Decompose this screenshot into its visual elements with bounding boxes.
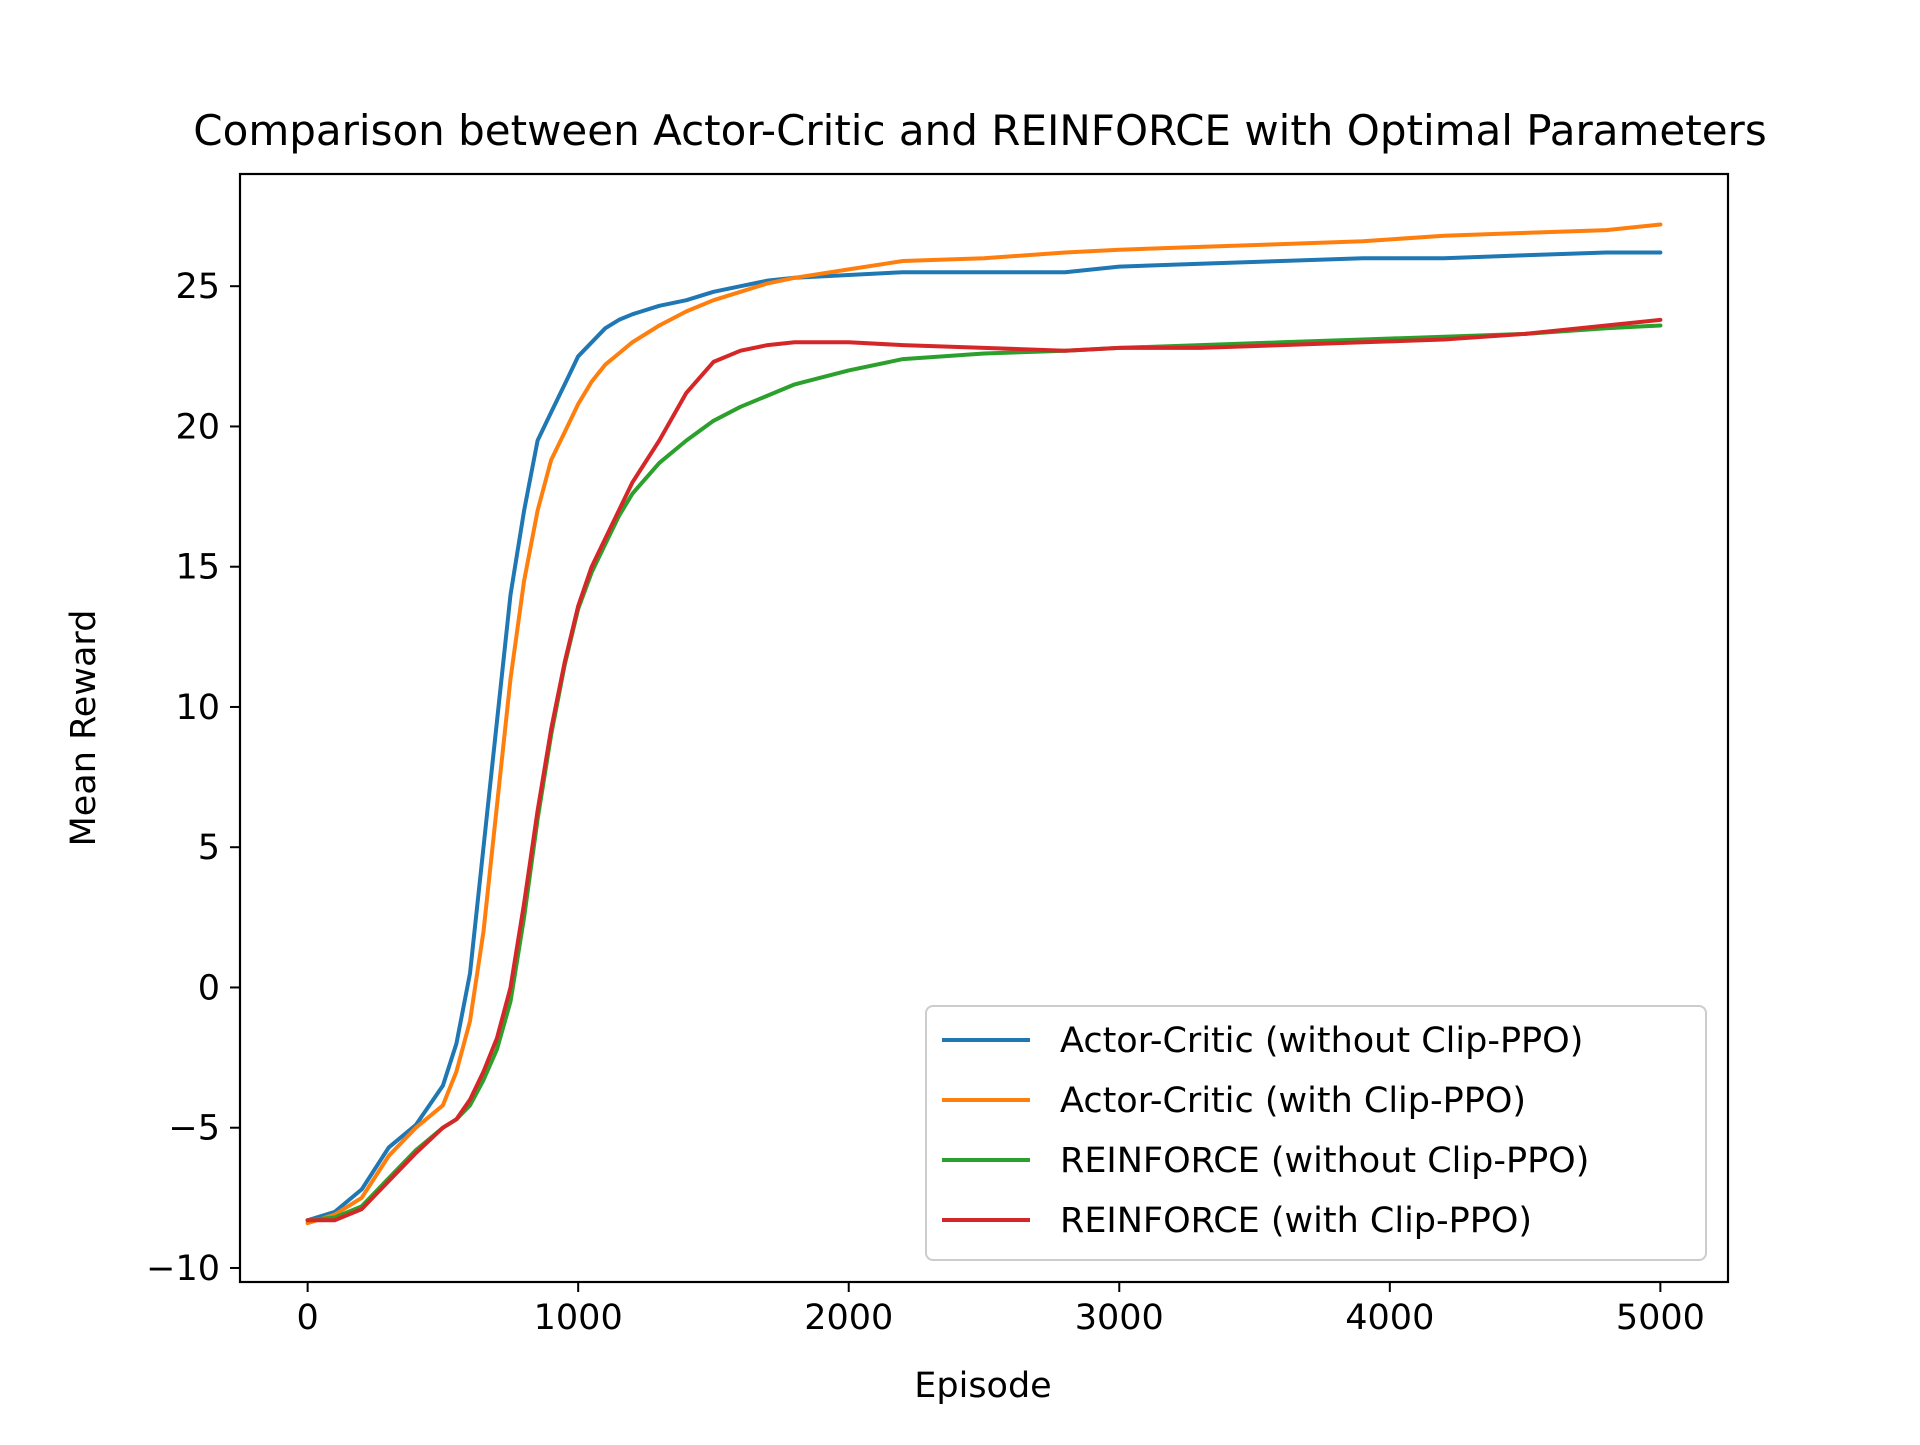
chart-title: Comparison between Actor-Critic and REIN… — [193, 106, 1766, 155]
legend: Actor-Critic (without Clip-PPO) Actor-Cri… — [925, 1005, 1707, 1261]
y-tick-label: 5 — [198, 828, 220, 868]
legend-label: Actor-Critic (with Clip-PPO) — [1060, 1081, 1526, 1121]
y-axis-label: Mean Reward — [64, 610, 104, 847]
y-tick-label: 15 — [175, 548, 220, 588]
plot-frame — [238, 172, 1730, 1284]
series-line-4 — [305, 317, 1663, 1223]
legend-label: REINFORCE (without Clip-PPO) — [1060, 1141, 1589, 1181]
y-tick-label: −10 — [146, 1249, 220, 1289]
y-tick-label: 0 — [198, 968, 220, 1008]
x-tick-label: 2000 — [804, 1298, 893, 1338]
y-tick-label: 20 — [175, 407, 220, 447]
x-tick-label: 1000 — [534, 1298, 623, 1338]
x-tick-label: 5000 — [1616, 1298, 1705, 1338]
x-axis-ticks: 0 1000 2000 3000 4000 5000 — [296, 1282, 1705, 1338]
x-axis-label: Episode — [914, 1366, 1051, 1406]
y-axis-ticks: −10 −5 0 5 10 15 20 25 — [146, 267, 240, 1289]
legend-label: Actor-Critic (without Clip-PPO) — [1060, 1021, 1583, 1061]
x-tick-label: 0 — [296, 1298, 318, 1338]
y-tick-label: 25 — [175, 267, 220, 307]
x-tick-label: 4000 — [1345, 1298, 1434, 1338]
series-line-1 — [305, 250, 1663, 1223]
legend-frame — [925, 1005, 1707, 1261]
series-lines — [305, 222, 1663, 1226]
y-tick-label: −5 — [168, 1109, 220, 1149]
y-tick-label: 10 — [175, 688, 220, 728]
series-line-2 — [305, 222, 1663, 1226]
x-tick-label: 3000 — [1075, 1298, 1164, 1338]
legend-label: REINFORCE (with Clip-PPO) — [1060, 1201, 1532, 1241]
